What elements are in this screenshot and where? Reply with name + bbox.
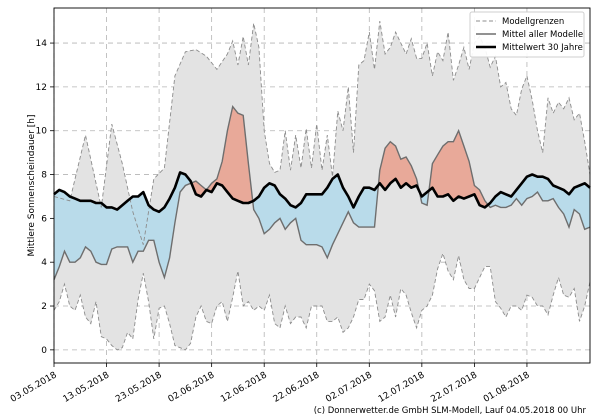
envelope-area <box>54 21 590 350</box>
y-tick-label: 12 <box>36 83 47 93</box>
x-tick-label: 23.05.2018 <box>114 370 164 405</box>
model-mean-line <box>53 105 591 280</box>
y-axis-label: Mittlere Sonnenscheindauer [h] <box>27 115 37 257</box>
x-tick-label: 02.07.2018 <box>324 370 374 405</box>
legend-label-model-bounds: Modellgrenzen <box>502 17 564 27</box>
plot-frame <box>53 7 591 364</box>
x-tick-label: 13.05.2018 <box>62 370 112 405</box>
x-tick-label: 12.06.2018 <box>219 370 269 405</box>
y-tick-label: 8 <box>41 171 47 181</box>
legend-label-climate-mean: Mittelwert 30 Jahre <box>502 43 583 53</box>
y-tick-label: 6 <box>41 214 47 224</box>
y-tick-label: 2 <box>41 302 47 312</box>
above-normal-fill <box>378 141 419 190</box>
model-bounds-lower-line <box>53 251 591 351</box>
legend: Modellgrenzen Mittel aller Modelle Mitte… <box>469 11 585 58</box>
x-tick-label: 01.08.2018 <box>482 370 532 405</box>
y-tick-label: 0 <box>41 346 47 356</box>
legend-label-model-mean: Mittel aller Modelle <box>502 30 583 40</box>
legend-box <box>469 11 585 58</box>
x-tick-label: 02.06.2018 <box>167 370 217 405</box>
above-normal-fill <box>429 130 489 208</box>
y-tick-label: 14 <box>36 39 48 49</box>
axes <box>53 7 591 364</box>
x-tick-label: 22.06.2018 <box>272 370 322 405</box>
above-normal-fill <box>191 106 253 203</box>
model-bounds-upper-line <box>53 21 591 245</box>
x-tick-label: 22.07.2018 <box>429 370 479 405</box>
x-tick-label: 12.07.2018 <box>377 370 427 405</box>
series-lines <box>53 21 591 351</box>
credit-text: (c) Donnerwetter.de GmbH SLM-Modell, Lau… <box>313 406 586 416</box>
y-tick-label: 4 <box>41 258 47 268</box>
x-tick-label: 03.05.2018 <box>9 370 59 405</box>
y-tick-label: 10 <box>36 127 48 137</box>
climate-mean-line <box>53 171 591 214</box>
model-envelope <box>54 21 590 350</box>
